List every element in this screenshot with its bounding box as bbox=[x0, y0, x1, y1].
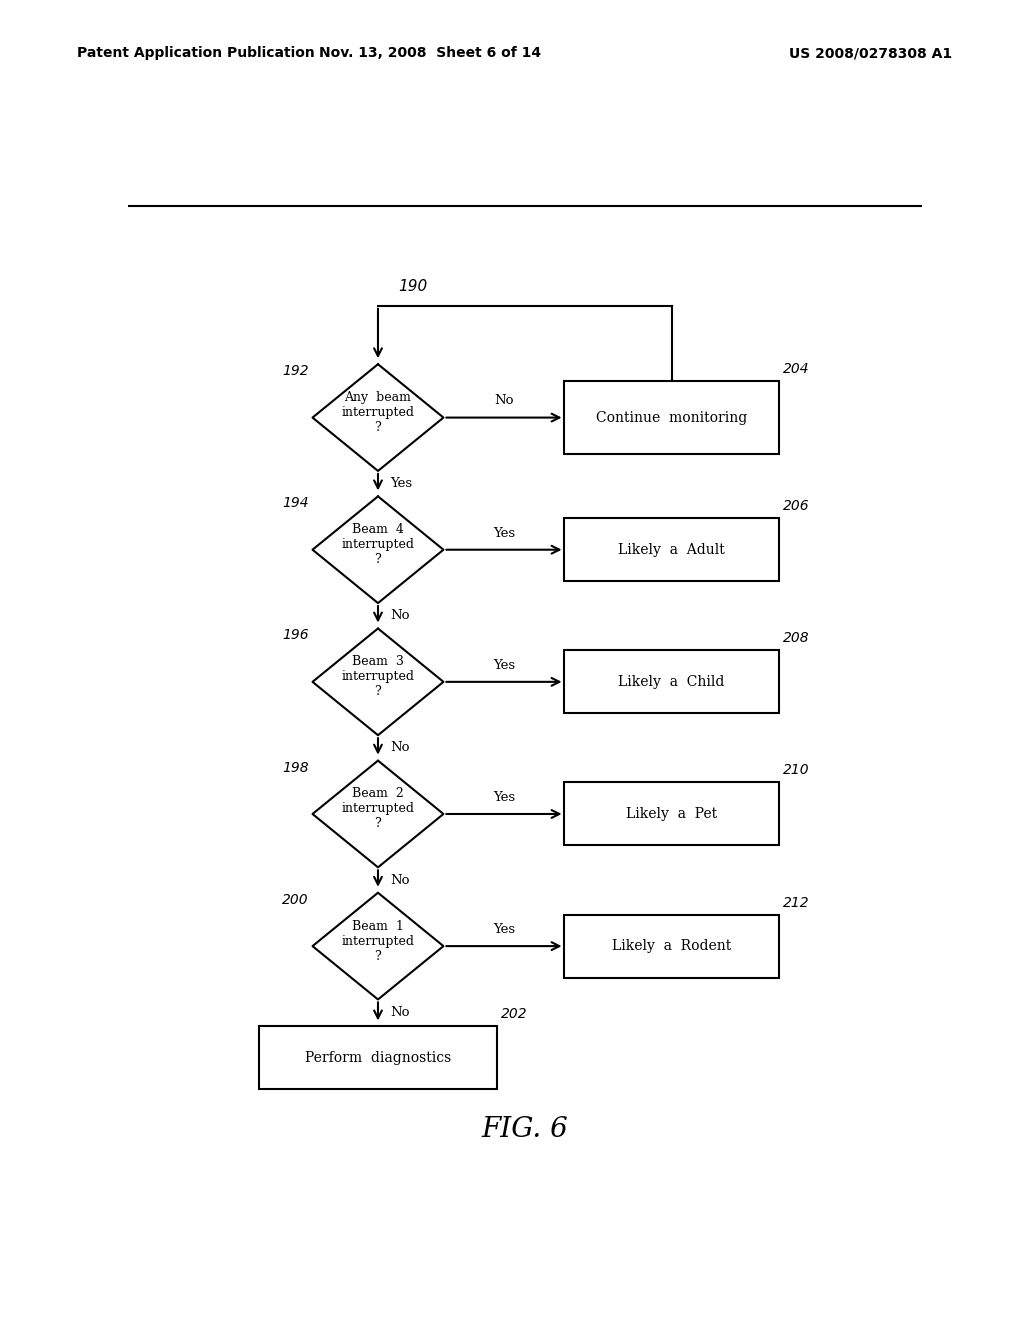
Text: Any  beam
interrupted
?: Any beam interrupted ? bbox=[341, 391, 415, 434]
Bar bbox=[564, 915, 779, 978]
Text: US 2008/0278308 A1: US 2008/0278308 A1 bbox=[790, 46, 952, 61]
Text: Yes: Yes bbox=[493, 527, 515, 540]
Text: 206: 206 bbox=[782, 499, 809, 513]
Text: Beam  2
interrupted
?: Beam 2 interrupted ? bbox=[341, 788, 415, 830]
Text: Yes: Yes bbox=[493, 923, 515, 936]
Text: Continue  monitoring: Continue monitoring bbox=[596, 411, 748, 425]
Text: Yes: Yes bbox=[493, 791, 515, 804]
Bar bbox=[259, 1027, 497, 1089]
Text: Nov. 13, 2008  Sheet 6 of 14: Nov. 13, 2008 Sheet 6 of 14 bbox=[319, 46, 541, 61]
Text: 200: 200 bbox=[282, 892, 308, 907]
Text: No: No bbox=[495, 395, 514, 408]
Text: Likely  a  Rodent: Likely a Rodent bbox=[612, 939, 731, 953]
Text: 192: 192 bbox=[282, 364, 308, 379]
Text: Perform  diagnostics: Perform diagnostics bbox=[305, 1051, 452, 1065]
Text: Likely  a  Adult: Likely a Adult bbox=[618, 543, 725, 557]
Text: 210: 210 bbox=[782, 763, 809, 777]
Text: Beam  3
interrupted
?: Beam 3 interrupted ? bbox=[341, 655, 415, 698]
Bar bbox=[564, 519, 779, 581]
Text: FIG. 6: FIG. 6 bbox=[481, 1115, 568, 1143]
Text: Patent Application Publication: Patent Application Publication bbox=[77, 46, 314, 61]
Text: No: No bbox=[390, 1006, 410, 1019]
Text: 194: 194 bbox=[282, 496, 308, 511]
Text: Likely  a  Child: Likely a Child bbox=[618, 675, 725, 689]
Text: Yes: Yes bbox=[493, 659, 515, 672]
Text: 212: 212 bbox=[782, 895, 809, 909]
Text: 202: 202 bbox=[501, 1007, 527, 1022]
Text: No: No bbox=[390, 742, 410, 755]
Text: 208: 208 bbox=[782, 631, 809, 645]
Bar bbox=[564, 651, 779, 713]
Text: 196: 196 bbox=[282, 628, 308, 643]
Text: Beam  1
interrupted
?: Beam 1 interrupted ? bbox=[341, 920, 415, 962]
Text: Yes: Yes bbox=[390, 477, 412, 490]
Text: 204: 204 bbox=[782, 362, 809, 376]
Text: 198: 198 bbox=[282, 760, 308, 775]
Text: Likely  a  Pet: Likely a Pet bbox=[626, 807, 717, 821]
Text: No: No bbox=[390, 610, 410, 622]
Bar bbox=[564, 381, 779, 454]
Text: No: No bbox=[390, 874, 410, 887]
Bar bbox=[564, 783, 779, 846]
Text: 190: 190 bbox=[397, 279, 427, 293]
Text: Beam  4
interrupted
?: Beam 4 interrupted ? bbox=[341, 523, 415, 566]
